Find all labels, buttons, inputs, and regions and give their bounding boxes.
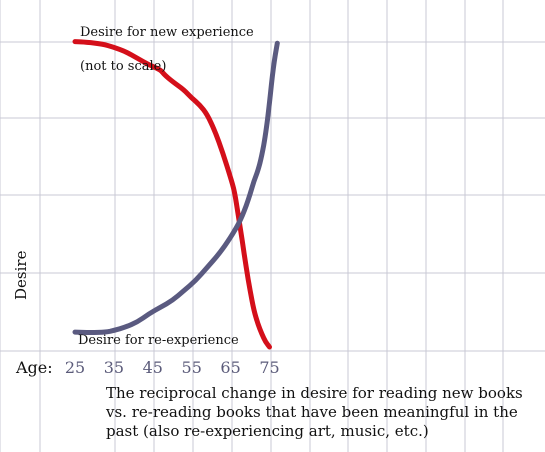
series-label-new-experience: Desire for new experience	[80, 25, 254, 40]
y-axis-label: Desire	[12, 250, 30, 300]
x-tick-label: 75	[259, 358, 280, 377]
x-axis-label: Age:	[16, 358, 53, 377]
x-tick-label: 65	[220, 358, 241, 377]
x-tick-label: 25	[64, 358, 86, 377]
chart-caption: The reciprocal change in desire for read…	[106, 384, 523, 440]
series-label-re-experience: Desire for re-experience	[78, 333, 239, 348]
x-tick-label: 55	[181, 358, 202, 377]
x-tick-label: 45	[142, 358, 163, 377]
series-line-1	[72, 40, 280, 336]
series-line-0	[72, 39, 272, 350]
scale-note: (not to scale)	[80, 59, 167, 74]
x-tick-label: 35	[103, 358, 125, 377]
series-lines	[72, 39, 280, 350]
